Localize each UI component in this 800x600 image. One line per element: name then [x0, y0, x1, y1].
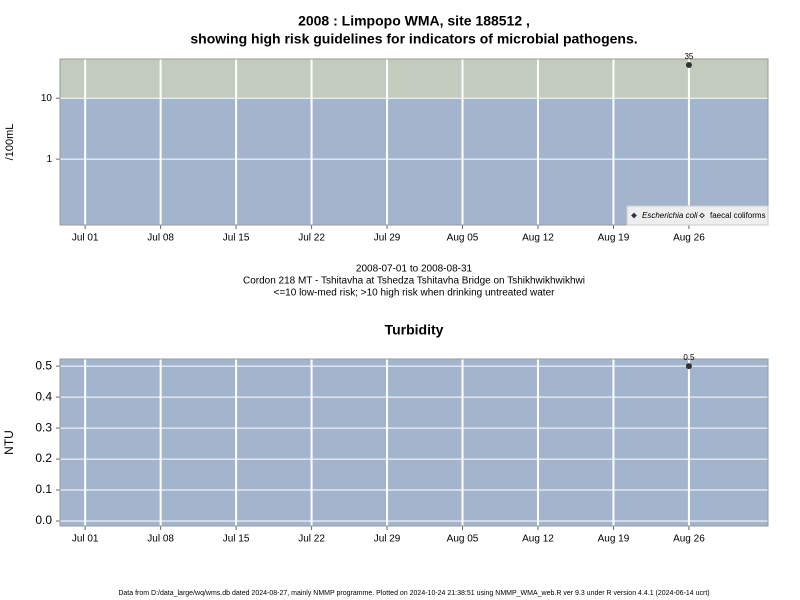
data-label: 0.5 — [683, 353, 695, 362]
x-tick-label: Jul 01 — [72, 233, 99, 244]
y-tick-label: 0.5 — [35, 358, 52, 372]
y-tick-label: 0.2 — [35, 451, 52, 465]
y-axis-label: /100mL — [4, 124, 16, 161]
plot-background — [60, 359, 768, 526]
footer: Data from D:/data_large/wq/wms.db dated … — [118, 590, 709, 597]
high-risk-band — [60, 59, 768, 99]
y-tick-label: 0.3 — [35, 420, 52, 434]
x-tick-label: Jul 29 — [374, 233, 401, 244]
annotation: 2008-07-01 to 2008-08-31 — [356, 264, 473, 275]
y-tick-label: 0.1 — [35, 482, 52, 496]
chart-title: 2008 : Limpopo WMA, site 188512 , — [298, 13, 530, 29]
y-tick-label: 0.4 — [35, 389, 52, 403]
y-tick-label: 0.0 — [35, 513, 52, 527]
x-tick-label: Aug 19 — [598, 233, 630, 244]
y-tick-label: 10 — [41, 93, 53, 104]
x-tick-label: Jul 22 — [298, 534, 325, 545]
legend-label: faecal coliforms — [710, 211, 766, 220]
x-tick-label: Aug 26 — [673, 233, 705, 244]
x-tick-label: Jul 22 — [298, 233, 325, 244]
legend-label: Escherichia coli — [642, 211, 698, 220]
data-point — [685, 62, 692, 69]
legend-marker — [699, 212, 705, 219]
x-tick-label: Jul 08 — [147, 233, 174, 244]
y-tick-label: 1 — [46, 154, 52, 165]
data-point — [685, 363, 692, 370]
x-tick-label: Jul 15 — [223, 233, 250, 244]
plot-frame — [59, 358, 769, 527]
x-tick-label: Jul 08 — [147, 534, 174, 545]
x-tick-label: Aug 05 — [447, 233, 479, 244]
x-tick-label: Jul 29 — [374, 534, 401, 545]
plot-frame — [59, 58, 769, 226]
legend-marker — [631, 212, 637, 219]
legend-box — [626, 205, 769, 226]
data-label: 35 — [684, 52, 693, 61]
y-axis-label: NTU — [2, 430, 16, 455]
legend: Escherichia coli faecal coliforms — [626, 205, 769, 226]
annotation: Cordon 218 MT - Tshitavha at Tshedza Tsh… — [243, 276, 585, 287]
low-risk-band — [60, 98, 768, 225]
x-tick-label: Aug 05 — [447, 534, 479, 545]
x-tick-label: Aug 12 — [522, 534, 554, 545]
x-tick-label: Aug 19 — [598, 534, 630, 545]
x-tick-label: Aug 12 — [522, 233, 554, 244]
chart-title: Turbidity — [385, 322, 444, 338]
x-tick-label: Jul 01 — [72, 534, 99, 545]
x-tick-label: Aug 26 — [673, 534, 705, 545]
annotation: <=10 low-med risk; >10 high risk when dr… — [274, 288, 556, 299]
chart-title: showing high risk guidelines for indicat… — [190, 31, 637, 47]
x-tick-label: Jul 15 — [223, 534, 250, 545]
